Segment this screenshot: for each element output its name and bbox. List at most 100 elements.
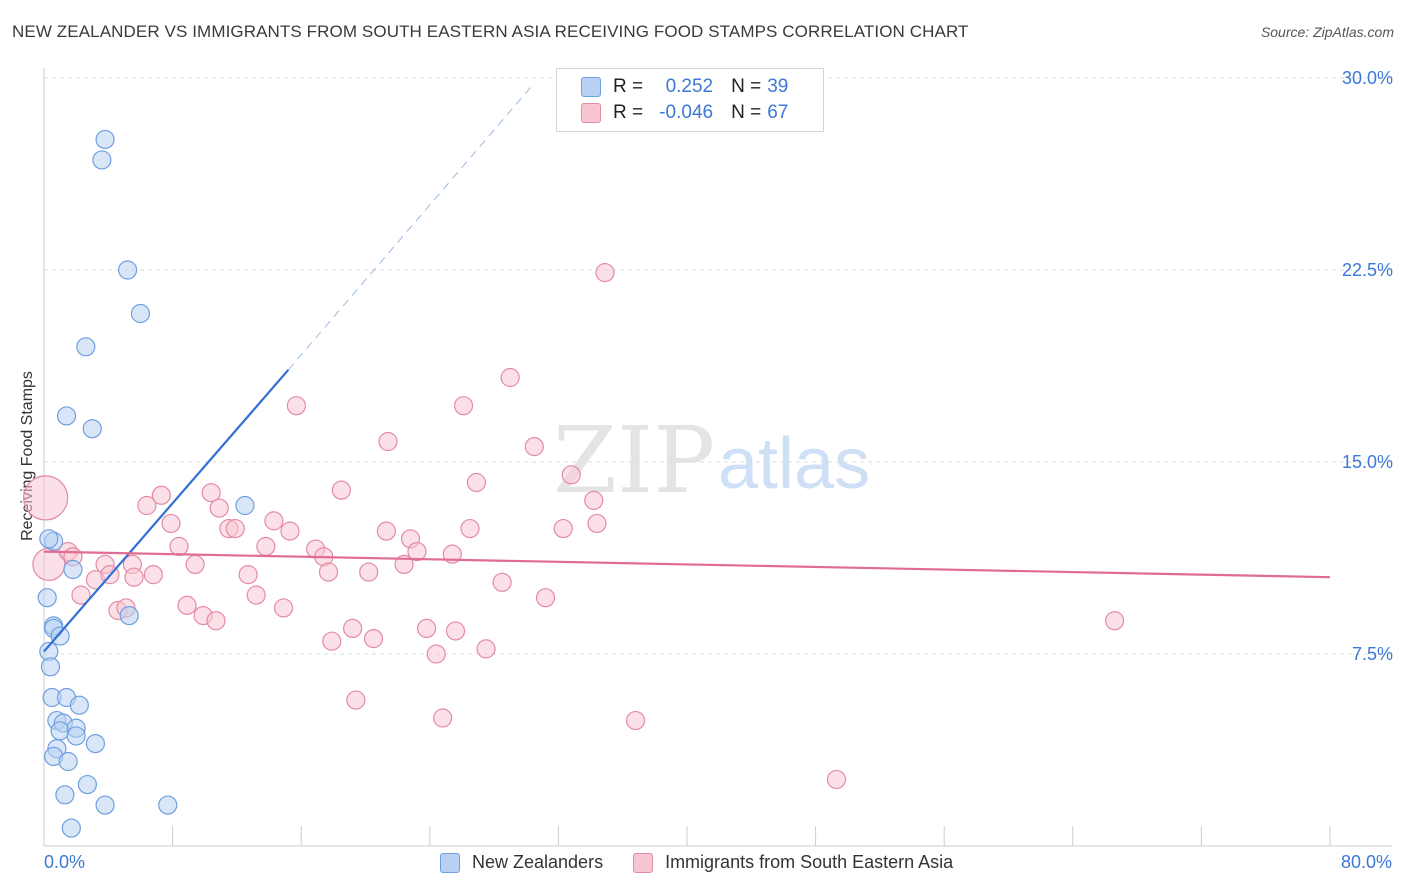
blue-point [39,529,59,549]
y-tick-label: 22.5% [1342,260,1393,280]
legend-row-pink: R = -0.046 N = 67 [581,101,788,125]
pink-point [177,595,197,615]
pink-point [23,475,69,521]
pink-point [246,585,266,605]
pink-point [553,518,573,539]
blue-point [119,605,139,626]
pink-point [201,483,221,503]
pink-point [256,536,276,557]
blue-series-points [37,129,255,838]
correlation-legend: R = 0.252 N = 39 R = -0.046 N = 67 [556,68,824,132]
blue-point [95,795,115,815]
pink-point [286,396,306,416]
blue-point [130,303,151,324]
pink-point [280,521,300,541]
y-tick-label: 15.0% [1342,452,1393,472]
pink-point [826,769,847,790]
n-value: 67 [767,102,789,123]
watermark-zip: ZIP [553,407,715,514]
pink-point [460,518,480,539]
blue-point [85,733,106,754]
axes [43,68,1392,847]
legend-item-new-zealanders: New Zealanders [440,852,603,873]
pink-point [378,431,398,452]
blue-point [117,260,138,280]
pink-point [476,639,496,659]
pink-point [124,567,144,587]
pink-point [318,562,339,582]
legend-item-immigrants: Immigrants from South Eastern Asia [633,852,953,873]
pink-swatch [633,852,654,873]
pink-trend-line [43,550,1331,579]
pink-point [363,629,384,649]
pink-series-points [23,262,1125,790]
trend-lines [43,82,1331,653]
pink-point [206,611,226,631]
blue-point [95,129,115,150]
x-tick-max: 80.0% [1340,852,1392,872]
pink-point [587,513,607,534]
n-label: N = [731,102,762,123]
r-label: R = [613,76,644,97]
pink-point [535,588,556,608]
blue-point [63,559,83,580]
pink-point [137,495,157,516]
pink-point [343,618,363,639]
x-tick-min: 0.0% [44,852,86,872]
blue-point [50,626,70,646]
pink-point [376,521,396,541]
blue-point [158,795,178,815]
pink-point [524,437,544,457]
blue-point [66,726,86,746]
pink-point [466,472,487,493]
pink-point [445,621,466,641]
blue-point [235,495,255,516]
blue-trend-extension [287,82,535,371]
blue-swatch [440,852,460,873]
pink-point [426,644,446,664]
pink-point [561,465,581,485]
blue-point [76,337,96,357]
watermark-atlas: atlas [718,424,870,504]
legend-label: Immigrants from South Eastern Asia [665,852,954,872]
pink-point [453,396,474,416]
y-tick-labels: 7.5% 15.0% 22.5% 30.0% [1342,68,1393,664]
blue-point [55,785,75,805]
pink-point [595,262,615,283]
pink-point [185,554,205,575]
pink-point [161,513,181,534]
legend-row-blue: R = 0.252 N = 39 [581,75,788,99]
blue-point [50,721,70,741]
blue-point [82,419,102,439]
series-legend: New Zealanders Immigrants from South Eas… [440,852,983,873]
blue-point [56,406,77,426]
pink-point [346,690,366,710]
pink-point [500,367,520,388]
r-value: -0.046 [659,102,714,123]
pink-point [238,565,258,585]
pink-point [151,485,171,505]
watermark: ZIP atlas [553,407,870,514]
pink-point [273,598,294,618]
pink-point [322,631,342,651]
pink-swatch [581,103,601,123]
pink-point [225,518,245,539]
blue-trend-line [43,369,290,653]
blue-point [61,818,81,838]
r-label: R = [613,102,644,123]
r-value: 0.252 [665,76,714,97]
blue-point [77,774,98,795]
blue-point [69,695,89,715]
pink-point [625,710,646,731]
pink-point [433,708,453,728]
pink-point [143,565,163,585]
n-label: N = [731,76,762,97]
pink-point [416,618,437,639]
legend-label: New Zealanders [472,852,604,872]
y-tick-label: 30.0% [1342,68,1393,88]
pink-point [209,498,229,518]
blue-point [92,150,112,170]
pink-point [584,490,604,510]
pink-point [1104,611,1125,631]
